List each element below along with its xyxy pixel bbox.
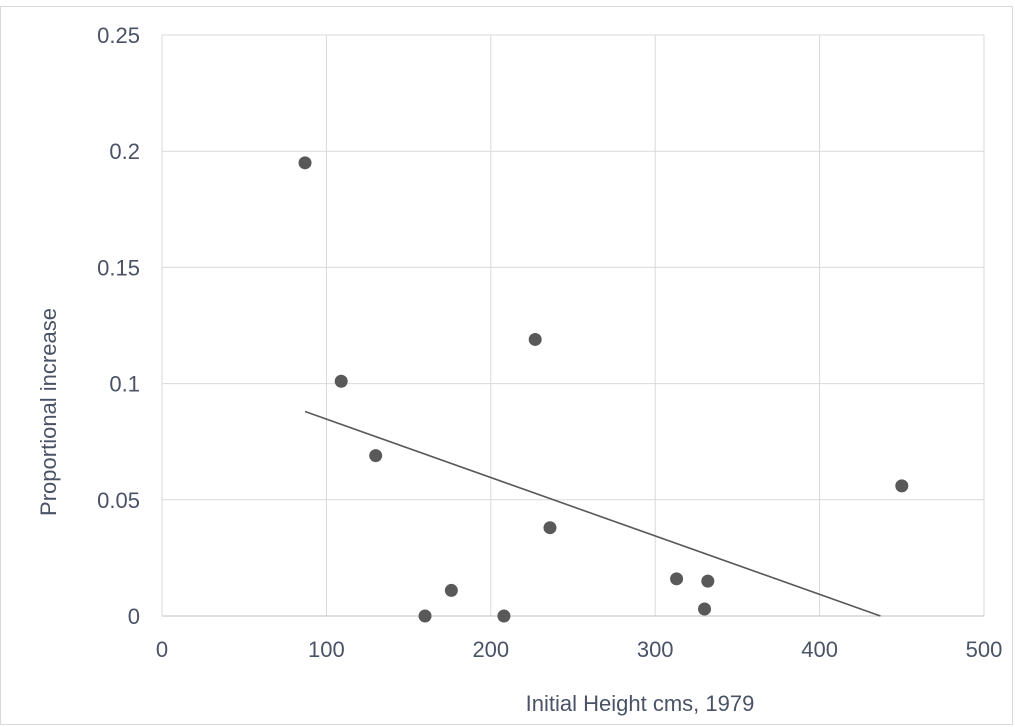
data-point	[369, 449, 383, 463]
data-point	[895, 479, 909, 493]
x-tick-label: 100	[308, 637, 345, 662]
y-tick-label: 0.25	[97, 23, 140, 48]
x-tick-label: 300	[637, 637, 674, 662]
data-point	[698, 602, 712, 616]
chart-frame	[0, 6, 1013, 725]
x-tick-label: 200	[472, 637, 509, 662]
data-point	[701, 574, 715, 588]
data-point	[543, 521, 557, 535]
y-tick-label: 0.05	[97, 488, 140, 513]
x-tick-label: 0	[156, 637, 168, 662]
data-point	[497, 609, 511, 623]
data-point	[670, 572, 684, 586]
grid-lines	[161, 34, 985, 617]
trendline-group	[304, 410, 881, 617]
tick-labels: 0 100 200 300 400 500 0 0.05 0.1 0.15 0.2 0.25	[97, 23, 1002, 662]
data-point	[298, 156, 312, 170]
data-point	[528, 332, 542, 346]
data-point	[418, 609, 432, 623]
data-points	[298, 156, 909, 623]
x-tick-label: 500	[966, 637, 1003, 662]
y-axis-title: Proportional increase	[36, 308, 61, 516]
y-tick-label: 0.15	[97, 255, 140, 280]
x-tick-label: 400	[801, 637, 838, 662]
y-tick-label: 0.1	[109, 372, 140, 397]
data-point	[444, 583, 458, 597]
y-tick-label: 0	[128, 604, 140, 629]
data-point	[334, 374, 348, 388]
trendline	[304, 410, 881, 617]
x-axis-title: Initial Height cms, 1979	[526, 691, 755, 716]
y-tick-label: 0.2	[109, 139, 140, 164]
